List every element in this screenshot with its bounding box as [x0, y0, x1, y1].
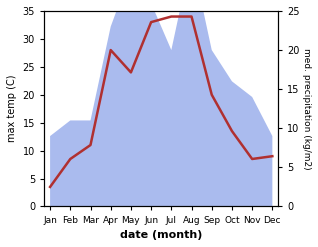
- Y-axis label: med. precipitation (kg/m2): med. precipitation (kg/m2): [302, 48, 311, 169]
- Y-axis label: max temp (C): max temp (C): [7, 75, 17, 143]
- X-axis label: date (month): date (month): [120, 230, 203, 240]
